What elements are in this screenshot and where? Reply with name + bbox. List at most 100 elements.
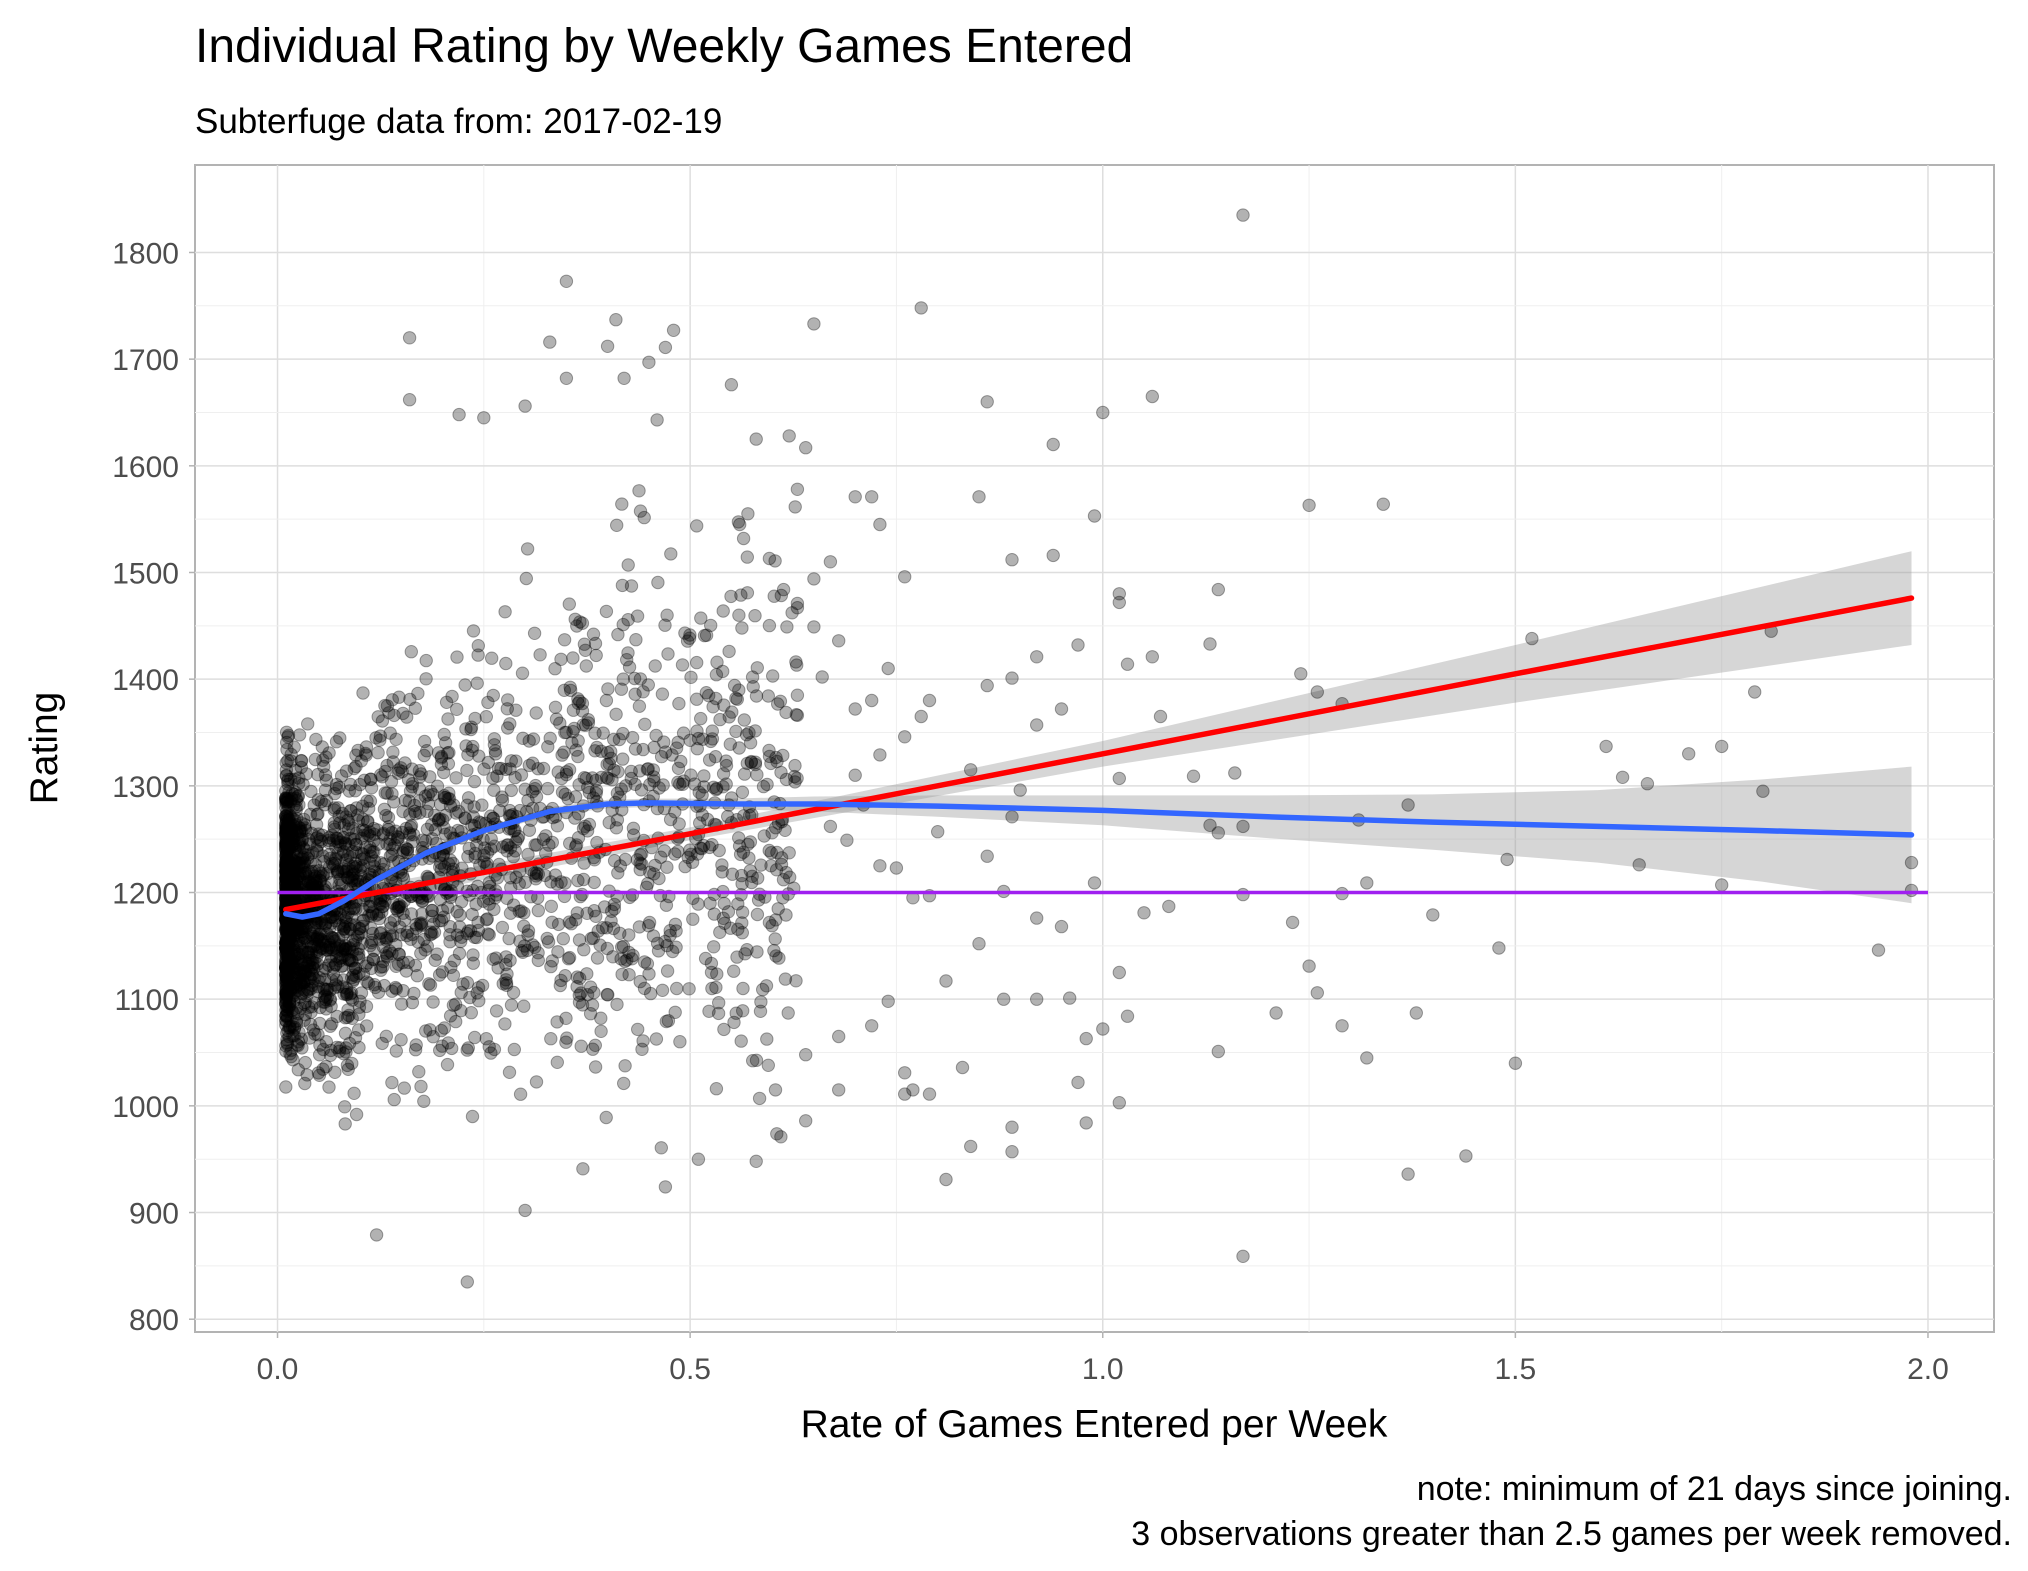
scatter-point (415, 917, 429, 932)
scatter-point (498, 1017, 512, 1031)
scatter-point (690, 519, 704, 533)
scatter-point (542, 838, 556, 852)
scatter-point (352, 927, 366, 941)
scatter-point (329, 735, 344, 749)
scatter-point (569, 913, 583, 927)
scatter-point (311, 940, 325, 954)
x-axis: 0.0 0.5 1.0 1.5 2.0 (257, 1332, 1949, 1386)
scatter-point (298, 843, 312, 857)
scatter-point (279, 864, 293, 878)
scatter-point (748, 757, 763, 772)
scatter-point (739, 728, 754, 742)
scatter-point (358, 959, 373, 973)
scatter-point (389, 732, 403, 746)
scatter-point (1294, 667, 1308, 681)
scatter-point (304, 855, 318, 869)
scatter-point (324, 1043, 338, 1058)
scatter-point (980, 849, 994, 863)
scatter-point (291, 925, 305, 939)
scatter-point (309, 950, 324, 964)
scatter-point (783, 870, 797, 884)
scatter-point (447, 798, 461, 812)
scatter-point (575, 998, 590, 1012)
scatter-point (294, 929, 308, 943)
scatter-point (284, 827, 299, 841)
scatter-point (397, 894, 411, 908)
scatter-point (296, 922, 310, 936)
scatter-point (517, 939, 532, 953)
scatter-point (351, 808, 365, 822)
scatter-point (771, 902, 785, 916)
scatter-point (392, 898, 406, 912)
scatter-point (454, 930, 469, 944)
scatter-point (325, 973, 339, 988)
scatter-point (752, 1091, 767, 1106)
scatter-point (280, 809, 294, 823)
scatter-point (719, 758, 734, 773)
scatter-point (471, 923, 486, 938)
scatter-point (610, 997, 624, 1012)
scatter-point (470, 838, 484, 852)
scatter-point (634, 783, 649, 797)
scatter-point (285, 923, 300, 937)
scatter-point (541, 781, 555, 796)
scatter-point (472, 994, 486, 1008)
scatter-point (685, 855, 700, 869)
scatter-point (690, 655, 704, 670)
scatter-point (790, 771, 804, 785)
scatter-point (380, 949, 394, 963)
scatter-point (279, 809, 293, 823)
scatter-point (1632, 858, 1646, 872)
scatter-point (279, 966, 293, 980)
scatter-point (279, 952, 293, 966)
scatter-point (279, 939, 294, 953)
scatter-point (287, 864, 302, 878)
scatter-point (493, 803, 507, 818)
scatter-point (575, 616, 590, 630)
scatter-point (279, 820, 294, 835)
scatter-point (773, 694, 788, 708)
scatter-point (407, 798, 422, 813)
scatter-point (767, 589, 781, 603)
scatter-point (832, 1083, 846, 1097)
scatter-point (614, 782, 628, 796)
scatter-point (280, 1033, 294, 1047)
scatter-point (349, 1107, 364, 1122)
scatter-point (649, 1032, 664, 1046)
scatter-point (319, 1002, 333, 1016)
scatter-point (648, 659, 662, 673)
scatter-point (526, 732, 541, 746)
scatter-point (345, 1056, 359, 1071)
scatter-point (283, 998, 297, 1012)
scatter-point (283, 870, 297, 885)
scatter-point (588, 1060, 603, 1074)
scatter-point (706, 780, 721, 794)
scatter-point (301, 956, 316, 970)
scatter-point (279, 941, 293, 955)
scatter-point (286, 832, 300, 846)
scatter-point (434, 757, 449, 772)
scatter-point (337, 818, 351, 832)
scatter-point (286, 853, 300, 868)
scatter-point (459, 739, 473, 753)
scatter-point (622, 660, 637, 674)
scatter-point (562, 763, 577, 777)
scatter-point (512, 877, 526, 891)
scatter-point (1715, 739, 1729, 754)
scatter-point (632, 699, 647, 713)
scatter-point (571, 831, 586, 845)
scatter-point (621, 646, 635, 660)
scatter-point (333, 951, 347, 966)
scatter-point (1756, 784, 1770, 798)
scatter-point (306, 931, 320, 946)
scatter-point (317, 759, 331, 774)
scatter-point (441, 900, 455, 915)
scatter-point (748, 724, 762, 738)
scatter-point (664, 547, 678, 561)
scatter-point (406, 828, 421, 842)
scatter-point (722, 644, 736, 659)
scatter-point (779, 705, 793, 720)
scatter-point (496, 840, 510, 854)
scatter-point (1525, 631, 1539, 646)
scatter-point (290, 965, 304, 979)
